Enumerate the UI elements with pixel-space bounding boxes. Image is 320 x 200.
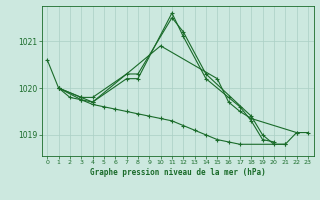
X-axis label: Graphe pression niveau de la mer (hPa): Graphe pression niveau de la mer (hPa) <box>90 168 266 177</box>
